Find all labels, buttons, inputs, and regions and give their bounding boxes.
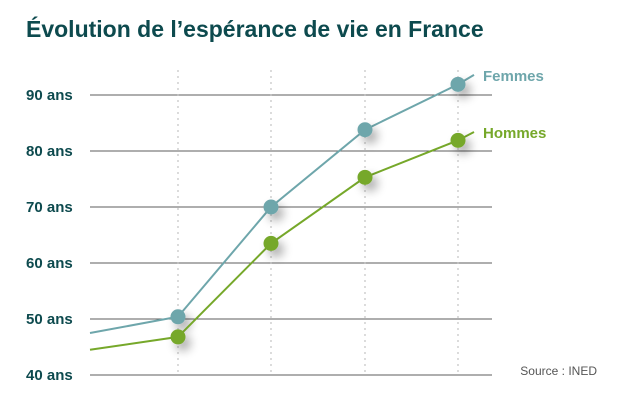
y-tick-label: 80 ans bbox=[26, 143, 73, 160]
data-point-femmes bbox=[170, 309, 186, 325]
y-axis-labels: 40 ans 50 ans 60 ans 70 ans 80 ans 90 ans bbox=[26, 87, 73, 384]
legend-femmes: Femmes bbox=[483, 68, 544, 85]
y-tick-label: 50 ans bbox=[26, 311, 73, 328]
y-tick-label: 90 ans bbox=[26, 87, 73, 104]
series-group bbox=[89, 73, 475, 351]
grid bbox=[90, 94, 492, 376]
source-note: Source : INED bbox=[520, 364, 597, 378]
data-point-femmes bbox=[450, 76, 466, 92]
y-tick-label: 40 ans bbox=[26, 367, 73, 384]
data-point-hommes bbox=[263, 235, 279, 251]
vertical-gridlines bbox=[177, 70, 459, 375]
legend: Femmes Hommes bbox=[483, 68, 546, 142]
series-line-hommes bbox=[89, 131, 475, 351]
chart-title: Évolution de l’espérance de vie en Franc… bbox=[26, 15, 484, 42]
series-line-femmes bbox=[89, 73, 475, 334]
data-point-femmes bbox=[263, 199, 279, 215]
data-point-hommes bbox=[357, 169, 373, 185]
y-tick-label: 60 ans bbox=[26, 255, 73, 272]
y-tick-label: 70 ans bbox=[26, 199, 73, 216]
data-point-hommes bbox=[170, 329, 186, 345]
legend-hommes: Hommes bbox=[483, 125, 546, 142]
data-point-femmes bbox=[357, 122, 373, 138]
data-point-hommes bbox=[450, 132, 466, 148]
